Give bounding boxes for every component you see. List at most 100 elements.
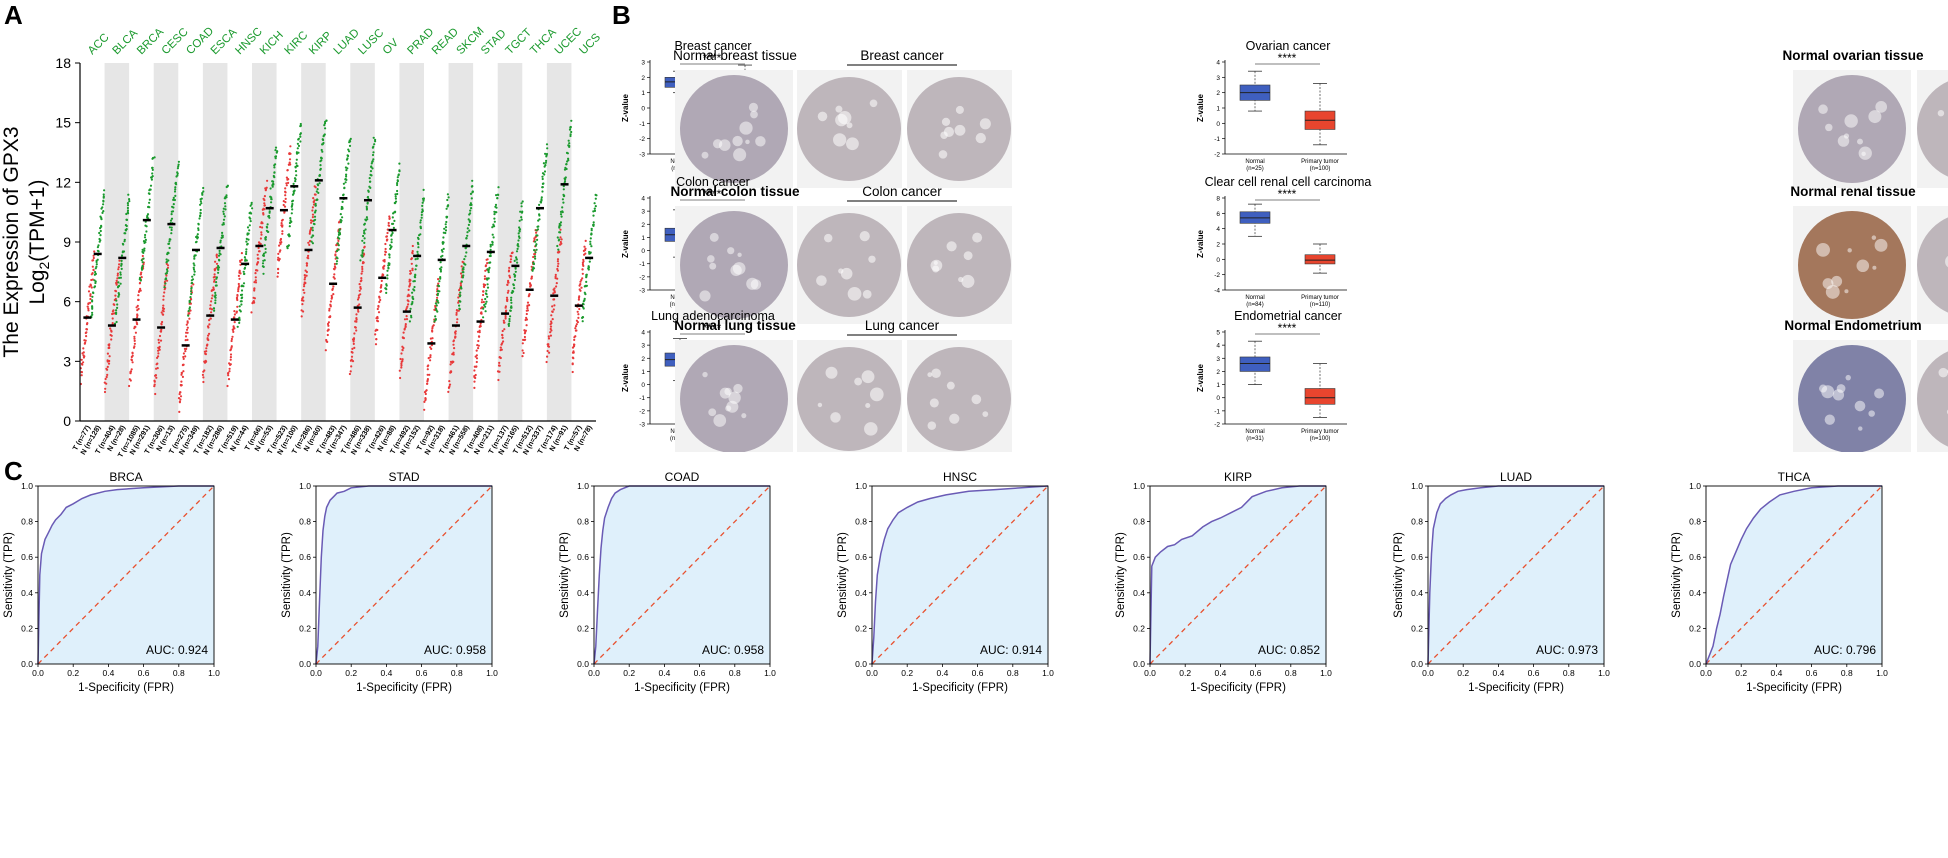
expression-dot [589,243,592,246]
expression-dot [507,322,511,325]
expression-dot [478,325,481,328]
expression-dot [151,172,154,175]
expression-dot [465,237,468,240]
boxplot-y-label: Z-value [1196,93,1205,122]
x-tick-label: 0.4 [936,668,948,678]
expression-dot [177,165,180,168]
boxplots-and-ihc-panel: Breast cancer3210-1-2-3Z-value****Normal… [621,39,1948,452]
expression-dot [362,234,365,238]
expression-dot [114,297,117,300]
expression-dot [337,233,340,236]
tissue-texture [739,121,753,135]
expression-dot [160,323,163,326]
expression-dot [467,223,470,226]
expression-dot [477,344,480,347]
expression-dot [361,270,364,273]
expression-dot [551,318,554,321]
expression-dot [486,262,489,265]
y-tick-label: 0.8 [21,517,33,527]
expression-dot [398,169,401,172]
expression-dot [321,138,324,141]
expression-dot [268,210,271,213]
expression-dot [167,242,171,245]
expression-dot [417,237,420,241]
boxplot-tick-label: -2 [639,408,645,415]
roc-x-label: 1-Specificity (FPR) [78,682,174,694]
expression-dot [147,205,150,209]
expression-dot [372,145,375,148]
expression-dot [542,162,546,165]
expression-dot [187,309,190,313]
expression-dot [271,180,274,183]
expression-dot [96,258,99,261]
expression-dot [427,364,430,367]
expression-dot [292,192,295,195]
expression-dot [486,283,489,286]
auc-label: AUC: 0.958 [702,643,764,657]
tissue-texture [1874,238,1888,252]
expression-dot [446,198,449,202]
expression-dot [559,224,562,227]
expression-dot [157,349,160,352]
cancer-label: BLCA [110,27,140,57]
expression-dot [238,285,241,288]
expression-dot [235,297,239,300]
expression-dot [215,254,218,257]
expression-dot [538,214,541,217]
expression-dot [294,166,297,169]
expression-dot [137,307,140,310]
expression-dot [356,308,360,311]
expression-dot [574,335,577,338]
expression-dot [328,307,331,310]
expression-dot [287,233,291,236]
expression-dot [314,204,317,207]
roc-area [1150,486,1326,664]
expression-dot [229,353,233,356]
expression-dot [544,161,548,164]
expression-dot [452,360,455,363]
expression-dot [384,247,387,251]
expression-dot [386,274,389,277]
roc-area [1428,486,1604,664]
expression-dot [534,251,537,254]
expression-dot [142,251,145,254]
expression-dot [369,186,372,189]
expression-dot [172,198,175,201]
expression-dot [463,258,466,261]
expression-dot [229,356,232,359]
expression-dot [464,255,467,258]
expression-dot [311,206,314,209]
cancer-label: BRCA [135,26,166,57]
expression-dot [447,390,450,393]
expression-dot [222,218,226,221]
expression-dot [157,341,161,344]
tissue-texture [823,233,833,243]
expression-dot [174,186,177,189]
expression-dot [302,296,305,299]
expression-dot [459,284,462,287]
expression-dot [538,218,541,221]
expression-dot [572,351,575,354]
expression-dot [405,307,408,310]
expression-dot [398,369,401,372]
expression-dot [519,210,522,213]
expression-dot [320,156,323,159]
expression-dot [92,254,95,257]
column-shade [399,63,424,421]
expression-dot [592,214,595,217]
expression-dot [375,338,378,341]
expression-dot [380,284,383,287]
expression-dot [226,185,229,188]
expression-dot [322,141,325,145]
tissue-texture [940,131,948,139]
expression-dot [567,157,570,160]
expression-dot [290,212,293,215]
tissue-texture [955,105,964,114]
expression-dot [310,221,313,224]
expression-dot [91,272,94,275]
expression-dot [103,189,106,192]
expression-dot [114,294,117,297]
tissue-texture [725,405,732,412]
expression-dot [87,307,90,310]
expression-dot [116,274,119,277]
